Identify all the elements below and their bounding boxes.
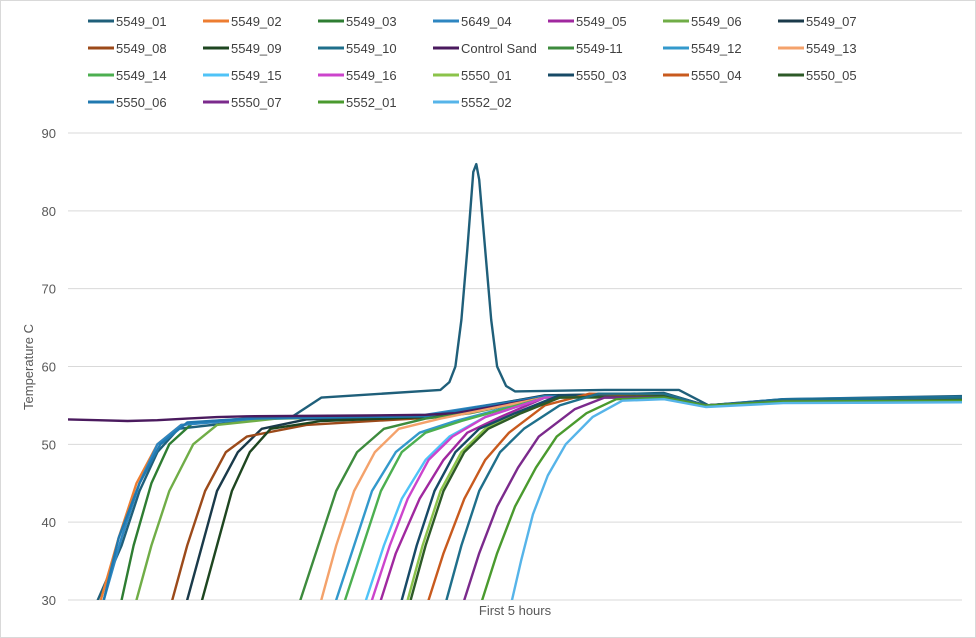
legend-label: 5549_10: [346, 41, 397, 56]
y-tick-labels: 30 40 50 60 70 80 90: [42, 126, 56, 608]
legend-label: 5550_06: [116, 95, 167, 110]
legend-label: 5549_14: [116, 68, 167, 83]
legend-label: 5549_09: [231, 41, 282, 56]
series-line-5549-03: [120, 394, 962, 600]
y-axis-title: Temperature C: [21, 324, 36, 410]
legend-label: 5549_01: [116, 14, 167, 29]
legend-label: 5550_07: [231, 95, 282, 110]
series-line-5549-10: [445, 392, 962, 600]
y-tick-label: 80: [42, 204, 56, 219]
legend-label: 5549_02: [231, 14, 282, 29]
series-line-5649-04: [102, 394, 962, 600]
legend-label: 5549_06: [691, 14, 742, 29]
series-lines: [68, 162, 962, 600]
series-line-5549-01: [96, 162, 962, 600]
legend-label: 5550_03: [576, 68, 627, 83]
series-line-5549-16: [370, 396, 962, 600]
legend-label: 5550_05: [806, 68, 857, 83]
series-line-5550-05: [409, 394, 962, 600]
legend-label: 5549_13: [806, 41, 857, 56]
legend-label: 5649_04: [461, 14, 512, 29]
series-line-5549-12: [335, 396, 962, 600]
legend-label: 5550_04: [691, 68, 742, 83]
series-line-5550-06: [102, 392, 962, 600]
gridlines: [68, 132, 962, 601]
legend-label: 5549_16: [346, 68, 397, 83]
series-line-5550-04: [427, 392, 962, 600]
legend-label: 5549_05: [576, 14, 627, 29]
legend-label: 5552_01: [346, 95, 397, 110]
series-line-5549-13: [320, 396, 962, 600]
legend-label: 5549_08: [116, 41, 167, 56]
y-tick-label: 60: [42, 360, 56, 375]
y-tick-label: 90: [42, 126, 56, 141]
y-tick-label: 30: [42, 593, 56, 608]
legend-label: 5549_03: [346, 14, 397, 29]
legend-label: 5549_15: [231, 68, 282, 83]
legend-label: 5552_02: [461, 95, 512, 110]
legend-label: Control Sand: [461, 41, 537, 56]
x-axis-title: First 5 hours: [479, 603, 552, 618]
y-tick-label: 50: [42, 437, 56, 452]
legend-label: 5549-11: [576, 41, 623, 56]
y-tick-label: 40: [42, 515, 56, 530]
legend: 5549_01 5549_02 5549_03 5649_04 5549_05 5549_…: [88, 14, 857, 110]
series-line-5552-02: [510, 398, 962, 600]
series-line-5552-01: [481, 396, 962, 600]
y-tick-label: 70: [42, 282, 56, 297]
legend-label: 5549_12: [691, 41, 742, 56]
legend-label: 5550_01: [461, 68, 512, 83]
legend-label: 5549_07: [806, 14, 857, 29]
